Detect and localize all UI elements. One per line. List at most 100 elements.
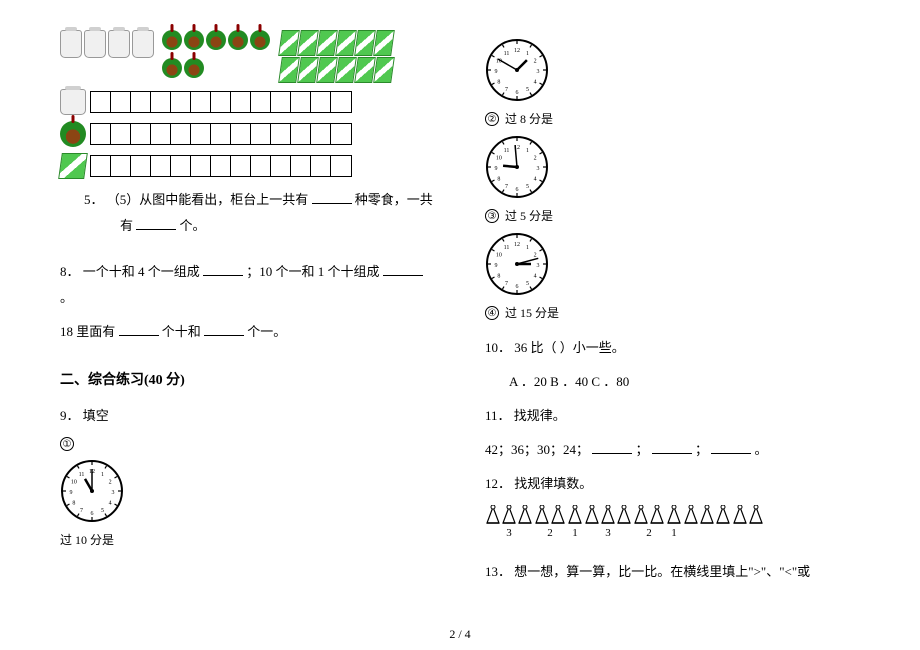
svg-text:6: 6 [516, 90, 519, 96]
q11-sequence: 42；36；30；24； ； ； 。 [485, 437, 860, 463]
triangle-count: 3 [506, 527, 512, 539]
jar-icon [60, 30, 82, 58]
triangle-icon [616, 505, 632, 525]
triangle-group [683, 505, 731, 525]
triangle-icon [600, 505, 616, 525]
svg-text:12: 12 [514, 242, 520, 248]
circled-4: ④ [485, 306, 499, 320]
tally-cell [151, 92, 171, 112]
plant-icon [250, 30, 270, 50]
plant-icon [206, 30, 226, 50]
candy-icon [316, 30, 338, 56]
svg-text:9: 9 [495, 166, 498, 172]
q11-sep: ； [695, 442, 708, 457]
jar-icon [108, 30, 130, 58]
jar-group [60, 30, 154, 83]
triangle-pattern: 321321 [485, 505, 860, 525]
q13-text: 想一想，算一算，比一比。在横线里填上">"、"<"或 [514, 564, 810, 579]
q10-num: 10． [485, 340, 511, 355]
q11-seq: 42；36；30；24； [485, 442, 589, 457]
triangle-icon [501, 505, 517, 525]
tally-cell [291, 92, 311, 112]
blank [119, 322, 159, 336]
q5-text-b: 种零食，一共 [355, 192, 433, 207]
blank [204, 322, 244, 336]
svg-text:2: 2 [534, 156, 537, 162]
tally-cell [131, 156, 151, 176]
question-13: 13． 想一想，算一算，比一比。在横线里填上">"、"<"或 [485, 559, 860, 585]
triangle-group: 1 [567, 505, 583, 525]
triangle-icon [567, 505, 583, 525]
triangle-icon [584, 505, 600, 525]
tally-cell [211, 92, 231, 112]
plant-icon [184, 58, 204, 78]
q11-title: 找规律。 [514, 408, 566, 423]
svg-text:3: 3 [537, 263, 540, 269]
q8-text-e: 个十和 [162, 324, 201, 339]
triangle-icon [517, 505, 533, 525]
clock-1-caption: 过 10 分是 [60, 531, 435, 548]
snack-images-row [60, 30, 435, 83]
tally-cell [271, 92, 291, 112]
tally-cell [311, 124, 331, 144]
svg-text:6: 6 [516, 284, 519, 290]
svg-text:9: 9 [495, 263, 498, 269]
tally-cell [91, 156, 111, 176]
svg-text:9: 9 [495, 69, 498, 75]
tally-cell [231, 92, 251, 112]
tally-cell [171, 156, 191, 176]
clock-1-text: 过 10 分是 [60, 531, 114, 548]
blank [652, 440, 692, 454]
q8-text-a: 一个十和 4 个一组成 [83, 264, 200, 279]
clock-face-icon: 121234567891011 [485, 232, 549, 296]
svg-text:8: 8 [72, 501, 75, 507]
triangle-group: 2 [534, 505, 566, 525]
item-3-label: ③ 过 5 分是 [485, 207, 860, 224]
tally-cell [151, 124, 171, 144]
tally-cell [331, 92, 351, 112]
tally-cell [311, 156, 331, 176]
blank [383, 262, 423, 276]
triangle-group: 3 [584, 505, 632, 525]
q13-num: 13． [485, 564, 511, 579]
triangle-group: 3 [485, 505, 533, 525]
triangle-count: 1 [572, 527, 578, 539]
plant-icon [228, 30, 248, 50]
svg-text:11: 11 [504, 245, 510, 251]
question-8: 8． 一个十和 4 个一组成 ；10 个一和 1 个十组成 。 [60, 259, 435, 311]
tally-row-jar [60, 89, 435, 115]
candy-icon [335, 57, 357, 83]
tally-cells [90, 123, 352, 145]
triangle-group: 1 [666, 505, 682, 525]
triangle-group: 2 [633, 505, 665, 525]
svg-text:11: 11 [504, 148, 510, 154]
blank [136, 216, 176, 230]
svg-text:8: 8 [497, 274, 500, 280]
svg-text:3: 3 [537, 69, 540, 75]
item-1-label: ① [60, 437, 435, 451]
tally-cell [211, 156, 231, 176]
plant-icon [184, 30, 204, 50]
triangle-icon [633, 505, 649, 525]
jar-icon [132, 30, 154, 58]
tally-row-plant [60, 121, 435, 147]
svg-text:4: 4 [534, 80, 537, 86]
svg-text:7: 7 [505, 184, 508, 190]
svg-text:5: 5 [101, 508, 104, 514]
tally-cell [211, 124, 231, 144]
jar-icon [60, 89, 86, 115]
tally-cell [171, 92, 191, 112]
clock-face-icon: 121234567891011 [60, 459, 124, 523]
tally-cell [251, 156, 271, 176]
q9-num: 9． [60, 408, 80, 423]
left-column: 5． （5）从图中能看出，柜台上一共有 种零食，一共 有 个。 8． 一个十和 … [60, 30, 435, 593]
clock-4-text: 过 15 分是 [505, 304, 559, 321]
svg-text:1: 1 [101, 472, 104, 478]
plant-icon [60, 121, 86, 147]
q5-text-c: 有 [84, 218, 133, 233]
triangle-count: 3 [605, 527, 611, 539]
svg-text:10: 10 [71, 480, 77, 486]
svg-text:8: 8 [497, 177, 500, 183]
jar-icon [84, 30, 106, 58]
page-number: 2 / 4 [449, 627, 470, 642]
